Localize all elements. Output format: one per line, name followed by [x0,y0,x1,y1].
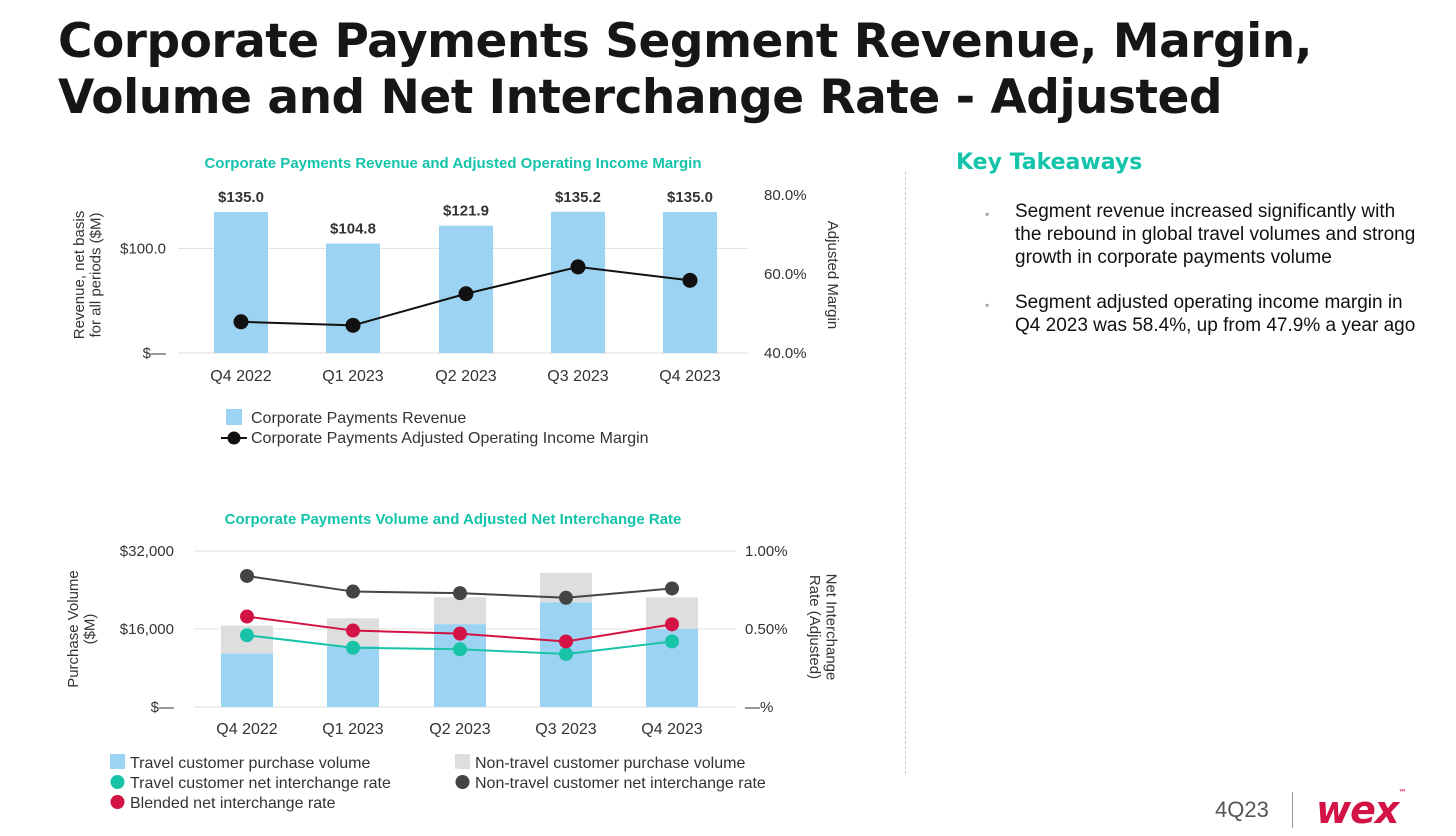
y-tick-label: $100.0 [120,241,166,258]
legend-marker [455,775,470,789]
x-tick-label: Q3 2023 [535,721,596,738]
y-axis-title: Purchase Volume($M) [65,570,99,688]
y2-tick-label: 80.0% [764,187,807,204]
takeaway-item: ◦ Segment adjusted operating income marg… [985,291,1425,337]
y2-axis-title: Net InterchangeRate (Adjusted) [806,574,840,681]
non-travel-rate-point [346,584,360,599]
wex-logo: wex™ [1316,788,1406,832]
non-travel-rate-point [240,568,254,583]
non-travel-rate-point [453,586,467,601]
blended-rate-point [559,634,573,649]
x-tick-label: Q3 2023 [547,368,608,385]
x-tick-label: Q4 2023 [641,721,702,738]
margin-point [345,317,361,333]
bullet-icon: ◦ [985,207,990,221]
margin-point [458,286,474,302]
bar-value-label: $121.9 [443,203,489,220]
non-travel-volume-bar [434,597,486,625]
legend-swatch-revenue [226,409,242,425]
bar-value-label: $135.0 [667,189,713,206]
margin-point [682,272,698,288]
chart-title: Corporate Payments Revenue and Adjusted … [204,155,701,172]
vertical-divider [905,172,906,774]
legend-marker-margin [227,431,241,445]
page-title: Corporate Payments Segment Revenue, Marg… [58,14,1313,125]
non-travel-rate-point [559,590,573,605]
legend-label: Blended net interchange rate [130,795,336,812]
y-tick-label: $32,000 [120,543,174,560]
blended-rate-point [240,609,254,624]
legend-label-revenue: Corporate Payments Revenue [251,410,466,427]
y-tick-label: $— [143,345,166,362]
non-travel-rate-point [665,581,679,596]
legend-swatch [110,754,125,769]
bar-value-label: $135.0 [218,189,264,206]
logo-tm: ™ [1398,788,1406,797]
revenue-margin-chart: Corporate Payments Revenue and Adjusted … [71,155,841,447]
y-axis-title: Revenue, net basisfor all periods ($M) [71,211,105,339]
x-tick-label: Q4 2022 [216,721,277,738]
legend-label: Travel customer purchase volume [130,755,370,772]
y-tick-label: $— [151,699,174,716]
volume-interchange-chart: Corporate Payments Volume and Adjusted N… [65,511,840,812]
x-tick-label: Q4 2023 [659,368,720,385]
footer-period: 4Q23 [1215,797,1269,822]
travel-rate-point [665,634,679,649]
y2-tick-label: 0.50% [745,621,788,638]
revenue-bar [551,211,605,353]
revenue-bar [214,212,268,353]
margin-point [233,314,249,330]
travel-rate-point [240,628,254,643]
chart-title: Corporate Payments Volume and Adjusted N… [225,511,682,528]
blended-rate-point [665,617,679,632]
legend-marker [110,795,125,809]
legend-marker [110,775,125,789]
legend-label: Travel customer net interchange rate [130,775,391,792]
y2-axis-title: Adjusted Margin [824,221,841,329]
y2-tick-label: 40.0% [764,345,807,362]
bar-value-label: $104.8 [330,221,376,238]
revenue-bar [326,243,380,353]
takeaway-item: ◦ Segment revenue increased significantl… [985,200,1425,269]
y2-tick-label: —% [745,699,773,716]
takeaway-text: Segment revenue increased significantly … [1015,201,1416,268]
bullet-icon: ◦ [985,298,990,312]
bar-value-label: $135.2 [555,189,601,206]
blended-rate-point [453,626,467,641]
y2-tick-label: 1.00% [745,543,788,560]
y2-tick-label: 60.0% [764,266,807,283]
x-tick-label: Q2 2023 [429,721,490,738]
blended-rate-point [346,623,360,638]
footer-separator [1292,792,1293,828]
travel-rate-point [559,646,573,661]
x-tick-label: Q1 2023 [322,368,383,385]
key-takeaways-title: Key Takeaways [956,150,1143,175]
margin-point [570,259,586,275]
travel-volume-bar [327,646,379,707]
legend-label: Non-travel customer net interchange rate [475,775,766,792]
x-tick-label: Q1 2023 [322,721,383,738]
y-tick-label: $16,000 [120,621,174,638]
legend-label: Non-travel customer purchase volume [475,755,745,772]
x-tick-label: Q2 2023 [435,368,496,385]
key-takeaways-list: ◦ Segment revenue increased significantl… [985,200,1425,359]
logo-text: wex [1316,788,1399,832]
legend-label-margin: Corporate Payments Adjusted Operating In… [251,430,649,447]
takeaway-text: Segment adjusted operating income margin… [1015,292,1416,336]
x-tick-label: Q4 2022 [210,368,271,385]
travel-rate-point [453,642,467,657]
travel-volume-bar [221,653,273,707]
travel-rate-point [346,640,360,655]
legend-swatch [455,754,470,769]
